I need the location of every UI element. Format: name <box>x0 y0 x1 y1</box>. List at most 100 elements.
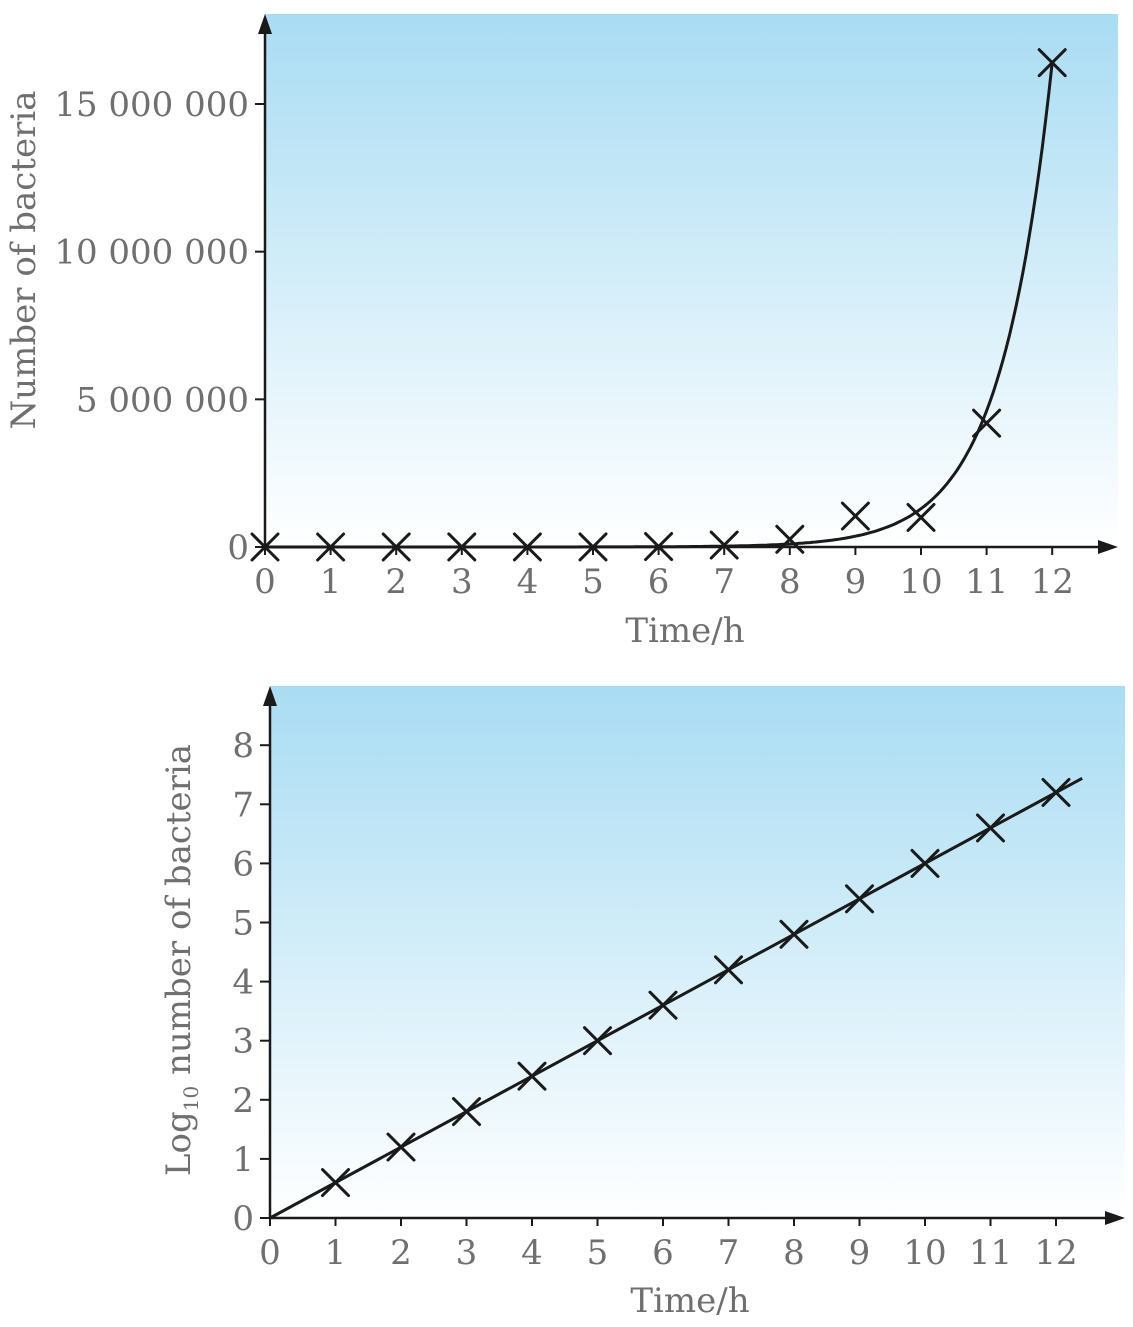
marker-stroke <box>648 990 678 1020</box>
marker-stroke <box>583 1026 612 1056</box>
x-tick-label: 8 <box>783 1233 805 1273</box>
marker-stroke <box>906 502 936 532</box>
y-axis-title-subscript: 10 <box>179 1086 203 1111</box>
x-tick-label: 12 <box>1034 1233 1077 1273</box>
marker-stroke <box>779 919 809 949</box>
plot-background <box>270 686 1125 1218</box>
x-tick-label: 4 <box>521 1233 543 1273</box>
x-axis-title: Time/h <box>625 611 744 651</box>
y-tick-label: 4 <box>232 963 254 1003</box>
marker-stroke <box>1041 777 1071 807</box>
x-tick-label: 4 <box>517 562 539 602</box>
x-tick-label: 6 <box>652 1233 674 1273</box>
x-tick-label: 2 <box>385 562 407 602</box>
marker-stroke <box>452 1097 481 1127</box>
data-point-marker <box>840 501 870 531</box>
marker-stroke <box>976 813 1005 843</box>
marker-stroke <box>709 530 739 560</box>
y-tick-label: 15 000 000 <box>54 85 249 125</box>
marker-stroke <box>775 524 805 554</box>
x-tick-label: 3 <box>456 1233 478 1273</box>
x-tick-label: 1 <box>320 562 342 602</box>
data-point-marker <box>972 408 1002 438</box>
y-tick-label: 10 000 000 <box>54 233 249 273</box>
data-point-marker <box>512 532 542 562</box>
x-axis-arrow <box>1098 540 1118 554</box>
marker-stroke <box>578 532 608 562</box>
data-point-marker <box>779 919 809 949</box>
y-tick-label: 3 <box>232 1022 254 1062</box>
y-tick-label: 5 000 000 <box>76 380 249 420</box>
y-tick-label: 8 <box>232 726 254 766</box>
y-tick-label: 5 <box>232 904 254 944</box>
data-point-marker <box>714 955 743 985</box>
data-point-marker <box>976 813 1005 843</box>
x-tick-label: 5 <box>587 1233 609 1273</box>
data-point-marker <box>1037 48 1067 78</box>
data-point-marker <box>906 502 936 532</box>
y-axis-title: Number of bacteria <box>4 91 44 430</box>
y-axis-arrow <box>258 14 272 34</box>
x-tick-label: 2 <box>390 1233 412 1273</box>
data-point-marker <box>648 990 678 1020</box>
x-tick-label: 1 <box>325 1233 347 1273</box>
y-tick-label: 0 <box>232 1199 254 1239</box>
data-point-marker <box>644 532 674 562</box>
x-tick-label: 11 <box>969 1233 1012 1273</box>
data-point-marker <box>381 532 411 562</box>
x-tick-label: 7 <box>718 1233 740 1273</box>
data-point-marker <box>321 1168 350 1198</box>
data-point-marker <box>775 524 805 554</box>
y-tick-label: 0 <box>227 528 249 568</box>
data-point-marker <box>845 884 874 914</box>
x-tick-label: 9 <box>845 562 867 602</box>
marker-stroke <box>845 884 874 914</box>
x-tick-label: 11 <box>965 562 1008 602</box>
data-point-marker <box>447 532 477 562</box>
marker-stroke <box>714 955 743 985</box>
x-tick-label: 5 <box>582 562 604 602</box>
y-axis-arrow <box>263 686 277 706</box>
data-point-marker <box>910 848 940 878</box>
data-point-marker <box>1041 777 1071 807</box>
y-tick-label: 7 <box>232 785 254 825</box>
y-axis-title: Log10 number of bacteria <box>159 744 203 1176</box>
marker-stroke <box>447 532 477 562</box>
y-axis-title-main: Log <box>159 1111 199 1176</box>
marker-stroke <box>381 532 411 562</box>
marker-stroke <box>1037 48 1067 78</box>
marker-stroke <box>644 532 674 562</box>
x-tick-label: 3 <box>451 562 473 602</box>
x-tick-label: 0 <box>259 1233 281 1273</box>
x-tick-label: 10 <box>903 1233 946 1273</box>
data-point-marker <box>316 532 346 562</box>
x-axis-title: Time/h <box>630 1281 749 1321</box>
data-point-marker <box>452 1097 481 1127</box>
data-point-marker <box>583 1026 612 1056</box>
data-point-marker <box>386 1132 416 1162</box>
plot-background <box>265 14 1118 547</box>
marker-stroke <box>512 532 542 562</box>
x-tick-label: 6 <box>648 562 670 602</box>
marker-stroke <box>840 501 870 531</box>
x-tick-label: 9 <box>849 1233 871 1273</box>
y-tick-label: 6 <box>232 844 254 884</box>
x-tick-label: 7 <box>713 562 735 602</box>
marker-stroke <box>910 848 940 878</box>
y-tick-label: 1 <box>232 1140 254 1180</box>
y-axis-title-rest: number of bacteria <box>159 744 199 1086</box>
marker-stroke <box>250 532 280 562</box>
data-point-marker <box>709 530 739 560</box>
y-tick-label: 2 <box>232 1081 254 1121</box>
data-point-marker <box>517 1061 547 1091</box>
x-tick-label: 0 <box>254 562 276 602</box>
marker-stroke <box>321 1168 350 1198</box>
x-tick-label: 8 <box>779 562 801 602</box>
x-tick-label: 12 <box>1031 562 1074 602</box>
data-point-marker <box>250 532 280 562</box>
marker-stroke <box>517 1061 547 1091</box>
marker-stroke <box>972 408 1002 438</box>
